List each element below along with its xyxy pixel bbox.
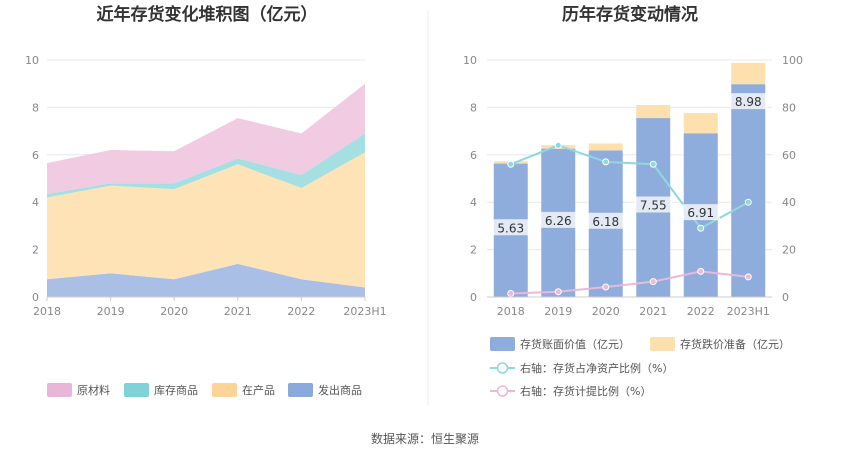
line-ratio-to-net-assets (510, 144, 749, 230)
left-chart-title: 近年存货变化堆积图（亿元） (97, 4, 318, 25)
bar-value-label: 5.63 (497, 221, 524, 235)
bar-value-label: 8.98 (735, 95, 762, 109)
area-series-发出商品 (47, 263, 365, 297)
right-legend-swatch-provision (650, 337, 675, 351)
left-y-tick-label: 10 (25, 54, 39, 67)
point-ratio-to-net-assets (744, 198, 752, 206)
right-y-tick-label: 0 (470, 291, 477, 304)
bar-label-bg (586, 212, 625, 229)
bar-value-label: 6.26 (545, 214, 572, 228)
area-series-原材料 (47, 83, 365, 194)
right-y2-tick-label: 40 (782, 196, 796, 209)
right-chart-lines: 5.63 6.26 6.18 7.55 6.91 8.98 (491, 93, 768, 297)
right-y2-tick-label: 20 (782, 244, 796, 257)
right-chart-bars (493, 62, 766, 297)
bar-value-label: 7.55 (640, 199, 667, 213)
bar-label-bg (491, 219, 530, 236)
left-legend-swatch (212, 383, 237, 397)
right-y2-tick-label: 80 (782, 101, 796, 114)
left-x-tick-label: 2019 (97, 305, 125, 318)
right-legend-marker (496, 362, 509, 374)
right-y-tick-label: 4 (470, 196, 477, 209)
point-provision-ratio (697, 267, 705, 275)
point-provision-ratio (554, 288, 562, 296)
right-chart-title: 历年存货变动情况 (562, 4, 698, 25)
right-y2-tick-label: 0 (782, 291, 789, 304)
right-y-tick-label: 8 (470, 101, 477, 114)
left-y-tick-label: 0 (32, 291, 39, 304)
source-label: 数据来源：恒生聚源 (371, 431, 479, 446)
point-ratio-to-net-assets (602, 158, 610, 166)
line-provision-ratio (510, 270, 749, 295)
right-legend-label: 存货账面价值（亿元） (520, 337, 630, 351)
left-legend-swatch (124, 383, 149, 397)
bar-impairment-provision (636, 105, 671, 119)
area-series-在产品 (47, 152, 365, 288)
bar-impairment-provision (683, 113, 718, 134)
left-legend-label: 发出商品 (318, 383, 362, 397)
left-x-tick-label: 2021 (224, 305, 252, 318)
left-y-tick-label: 8 (32, 101, 39, 114)
bar-label-bg (681, 204, 720, 221)
left-chart-axis: 0 2 4 6 8 10 2018 2019 2020 2021 2022 2023H1 (25, 54, 387, 318)
right-chart-legend: 存货账面价值（亿元） 存货跌价准备（亿元） 右轴：存货占净资产比例（%） 右轴：存货计… (490, 337, 790, 398)
bar-value-label: 6.18 (592, 215, 619, 229)
point-ratio-to-net-assets (507, 160, 515, 168)
bar-impairment-provision (731, 62, 766, 85)
bar-label-bg (729, 93, 768, 110)
point-provision-ratio (649, 278, 657, 286)
right-y-tick-label: 2 (470, 244, 477, 257)
left-y-tick-label: 2 (32, 244, 39, 257)
right-legend-swatch-book (490, 337, 515, 351)
right-x-tick-label: 2018 (497, 305, 525, 318)
left-legend-label: 库存商品 (154, 383, 198, 397)
right-legend-label: 存货跌价准备（亿元） (680, 337, 790, 351)
bar-book-value (731, 84, 766, 297)
right-chart-grid (487, 59, 772, 251)
point-provision-ratio (507, 289, 515, 297)
right-x-tick-label: 2023H1 (727, 305, 770, 318)
right-x-tick-label: 2021 (639, 305, 667, 318)
left-y-tick-label: 4 (32, 196, 39, 209)
point-provision-ratio (744, 273, 752, 281)
right-x-tick-label: 2019 (544, 305, 572, 318)
right-y2-tick-label: 60 (782, 149, 796, 162)
bar-value-label: 6.91 (687, 206, 714, 220)
right-legend-marker (496, 385, 509, 397)
left-chart-legend: 原材料 库存商品 在产品 发出商品 (47, 383, 362, 397)
left-chart-areas (47, 83, 365, 297)
bar-label-bg (634, 196, 673, 213)
bar-label-bg (539, 211, 578, 228)
left-x-tick-label: 2022 (287, 305, 315, 318)
left-y-tick-label: 6 (32, 149, 39, 162)
point-ratio-to-net-assets (697, 224, 705, 232)
point-ratio-to-net-assets (554, 141, 562, 149)
left-x-tick-label: 2023H1 (343, 305, 386, 318)
left-legend-label: 原材料 (77, 383, 110, 397)
left-x-tick-label: 2020 (160, 305, 188, 318)
right-y-tick-label: 6 (470, 149, 477, 162)
point-provision-ratio (602, 283, 610, 291)
right-x-tick-label: 2022 (687, 305, 715, 318)
right-y-tick-label: 10 (463, 54, 477, 67)
right-legend-label: 右轴：存货计提比例（%） (520, 384, 651, 398)
right-y2-tick-label: 100 (782, 54, 803, 67)
left-legend-swatch (288, 383, 313, 397)
left-legend-label: 在产品 (242, 383, 275, 397)
right-x-tick-label: 2020 (592, 305, 620, 318)
area-series-库存商品 (47, 133, 365, 198)
left-legend-swatch (47, 383, 72, 397)
right-legend-label: 右轴：存货占净资产比例（%） (520, 361, 673, 375)
left-x-tick-label: 2018 (33, 305, 61, 318)
bar-impairment-provision (588, 143, 623, 151)
point-ratio-to-net-assets (649, 160, 657, 168)
